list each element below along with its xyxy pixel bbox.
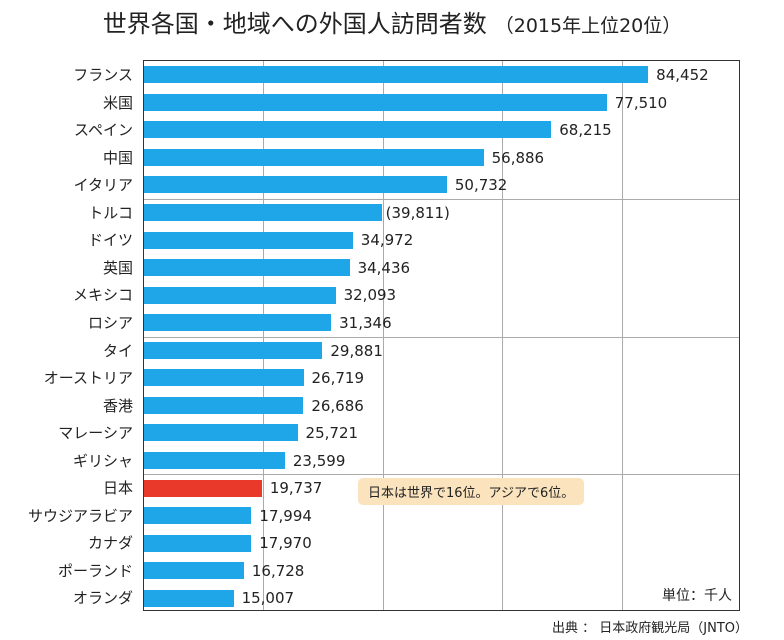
data-label: 32,093 [343,286,397,305]
category-label: 英国 [102,258,133,277]
data-label: 34,972 [360,231,414,250]
category-label: ドイツ [87,231,133,250]
bar [144,93,607,111]
data-label: 84,452 [656,66,709,84]
unit-label: 単位：千人 [662,588,732,604]
data-label: 19,737 [269,479,323,498]
category-label: ロシア [87,313,133,332]
data-label: 17,970 [259,534,312,553]
bar [144,369,304,387]
category-label: 米国 [102,93,133,112]
category-label: サウジアラビア [27,506,133,525]
bar [144,479,262,497]
category-label: オーストリア [43,369,133,388]
bar [144,451,285,469]
bar [144,534,252,552]
data-label: 25,721 [305,424,359,443]
data-label: 29,881 [330,341,383,360]
bar [144,396,304,414]
bar [144,562,244,580]
category-label: ギリシャ [72,451,133,470]
gridline [263,61,265,610]
bar [144,231,353,249]
data-label: 16,728 [251,561,305,580]
data-label: 23,599 [292,451,346,470]
data-label: 15,007 [241,589,295,608]
gridline [502,61,504,610]
group-separator [144,336,739,338]
bar [144,66,649,84]
bar [144,176,447,194]
data-label: (39,811) [385,203,450,222]
bar [144,424,298,442]
category-label: マレーシア [58,424,133,443]
data-label: 77,510 [614,93,668,112]
chart-title: 世界各国・地域への外国人訪問者数 （2015年上位20位） [0,4,784,39]
category-label: 香港 [102,396,133,415]
category-label: トルコ [88,203,133,222]
source-label: 出典 ： 日本政府観光局（JNTO） [552,621,748,636]
data-label: 56,886 [491,148,545,167]
plot-area: 84,452 77,510 68,215 56,886 50,732 (39,811) 34… [143,60,740,611]
category-label: イタリア [73,176,133,195]
bar [144,314,332,332]
data-label: 26,719 [311,369,365,388]
category-label: カナダ [87,534,133,553]
bar [144,507,252,525]
subtitle-text: （2015年上位20位） [494,15,682,37]
title-text: 世界各国・地域への外国人訪問者数 [102,10,487,38]
annotation: 日本は世界で16位。アジアで6位。 [358,478,585,505]
data-label: 31,346 [339,313,392,332]
data-label: 34,436 [357,258,411,277]
category-label: ポーランド [57,561,133,580]
gridline [621,61,623,610]
bar [144,204,382,222]
group-separator [144,198,739,200]
group-separator [144,474,739,476]
bar [144,259,350,277]
data-label: 26,686 [311,396,364,415]
category-label: タイ [102,341,133,360]
bar [144,148,484,166]
category-label: メキシコ [72,286,133,305]
bar [144,589,234,607]
bar [144,286,336,304]
category-label: スペイン [74,121,133,140]
data-label: 50,732 [454,176,508,195]
data-label: 17,994 [259,506,312,525]
bar [144,121,552,139]
bar [144,341,323,359]
category-label: フランス [73,66,133,84]
gridline [382,61,384,610]
category-label: オランダ [72,589,133,608]
category-label: 日本 [102,479,133,498]
data-label: 68,215 [559,121,612,140]
category-label: 中国 [102,148,133,167]
